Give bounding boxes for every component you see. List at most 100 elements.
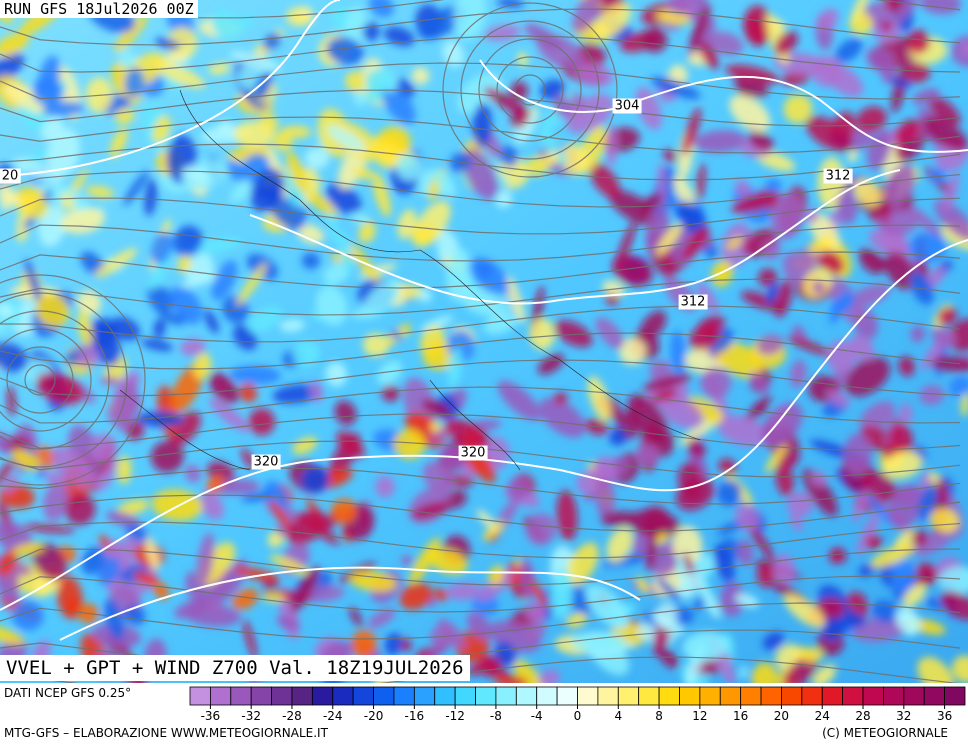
colorbar-bin — [209, 686, 232, 706]
field-blob — [95, 248, 138, 278]
colorbar-tick-label: 36 — [937, 709, 952, 723]
field-blob — [539, 397, 586, 438]
field-blob — [286, 7, 311, 27]
colorbar-tick-label: -32 — [241, 709, 261, 723]
contour — [249, 169, 901, 305]
streamline — [0, 35, 961, 73]
field-blob — [482, 660, 497, 678]
field-blob — [634, 444, 660, 466]
streamline — [0, 332, 961, 370]
field-blob — [812, 664, 837, 683]
field-blob — [553, 392, 568, 405]
colorbar-bin — [862, 686, 884, 706]
field-blob — [668, 0, 691, 15]
field-blob — [397, 209, 417, 240]
field-blob — [11, 600, 44, 631]
field-blob — [513, 659, 545, 683]
contour-label: 20 — [0, 168, 21, 184]
field-blob — [640, 192, 663, 214]
field-blob — [735, 180, 751, 197]
field-blob — [600, 511, 638, 527]
field-blob — [353, 167, 374, 180]
field-blob — [706, 31, 744, 56]
field-blob — [123, 170, 149, 206]
field-blob — [566, 612, 588, 628]
field-blob — [0, 32, 29, 57]
field-blob — [656, 223, 682, 256]
field-blob — [393, 429, 426, 460]
streamline — [0, 278, 961, 316]
field-blob — [783, 655, 818, 683]
field-blob — [447, 347, 463, 389]
contour — [479, 59, 968, 153]
colorbar-tick-label: 28 — [855, 709, 870, 723]
field-blob — [193, 352, 212, 380]
field-blob — [862, 489, 894, 526]
field-blob — [746, 521, 776, 563]
field-blob — [856, 512, 880, 556]
field-blob — [12, 449, 42, 471]
field-blob — [339, 232, 353, 275]
field-blob — [687, 438, 706, 459]
field-blob — [428, 548, 468, 575]
field-blob — [829, 548, 841, 563]
field-blob — [0, 548, 19, 577]
streamline — [0, 170, 961, 208]
field-blob — [672, 525, 703, 565]
field-blob — [209, 398, 250, 433]
field-blob — [655, 532, 669, 545]
field-blob — [764, 444, 787, 474]
field-blob — [716, 341, 763, 379]
field-blob — [153, 318, 166, 338]
colorbar-tick-label: 24 — [815, 709, 830, 723]
field-blob — [519, 558, 536, 601]
field-blob — [150, 440, 184, 473]
field-blob — [538, 669, 560, 683]
contour — [59, 566, 641, 641]
field-blob — [606, 125, 618, 167]
field-blob — [0, 342, 29, 372]
streamline — [0, 224, 961, 262]
field-blob — [881, 20, 893, 32]
colorbar-bin — [556, 686, 578, 706]
map-title: VVEL + GPT + WIND Z700 Val. 18Z19JUL2026 — [0, 655, 470, 681]
field-blob — [399, 582, 433, 610]
field-blob — [849, 335, 875, 361]
field-blob — [851, 0, 870, 23]
field-blob — [147, 284, 186, 326]
field-blob — [756, 334, 784, 355]
field-blob — [297, 224, 325, 244]
field-blob — [445, 419, 490, 449]
field-blob — [229, 51, 282, 71]
field-blob — [938, 566, 968, 595]
field-blob — [870, 543, 916, 568]
field-blob — [208, 62, 231, 75]
colorbar-bin — [821, 686, 844, 706]
field-blob — [843, 433, 872, 477]
field-blob — [151, 232, 173, 265]
field-blob — [279, 319, 305, 332]
field-blob — [240, 492, 274, 502]
field-blob — [326, 37, 364, 65]
field-blob — [529, 578, 548, 607]
contour-label: 320 — [251, 454, 281, 470]
field-blob — [689, 4, 711, 52]
field-blob — [816, 8, 839, 32]
streamline — [0, 359, 961, 397]
field-blob — [888, 423, 914, 455]
field-blob — [32, 542, 67, 581]
field-blob — [204, 309, 219, 334]
field-blob — [86, 185, 115, 199]
field-blob — [117, 499, 150, 516]
field-blob — [262, 33, 282, 50]
field-blob — [808, 237, 834, 255]
field-blob — [902, 583, 927, 608]
contour-label: 312 — [678, 294, 708, 310]
field-blob — [589, 163, 621, 199]
field-blob — [852, 616, 908, 642]
field-blob — [773, 553, 796, 586]
field-blob — [907, 29, 930, 54]
colorbar-bin — [842, 686, 864, 706]
field-blob — [609, 190, 659, 226]
